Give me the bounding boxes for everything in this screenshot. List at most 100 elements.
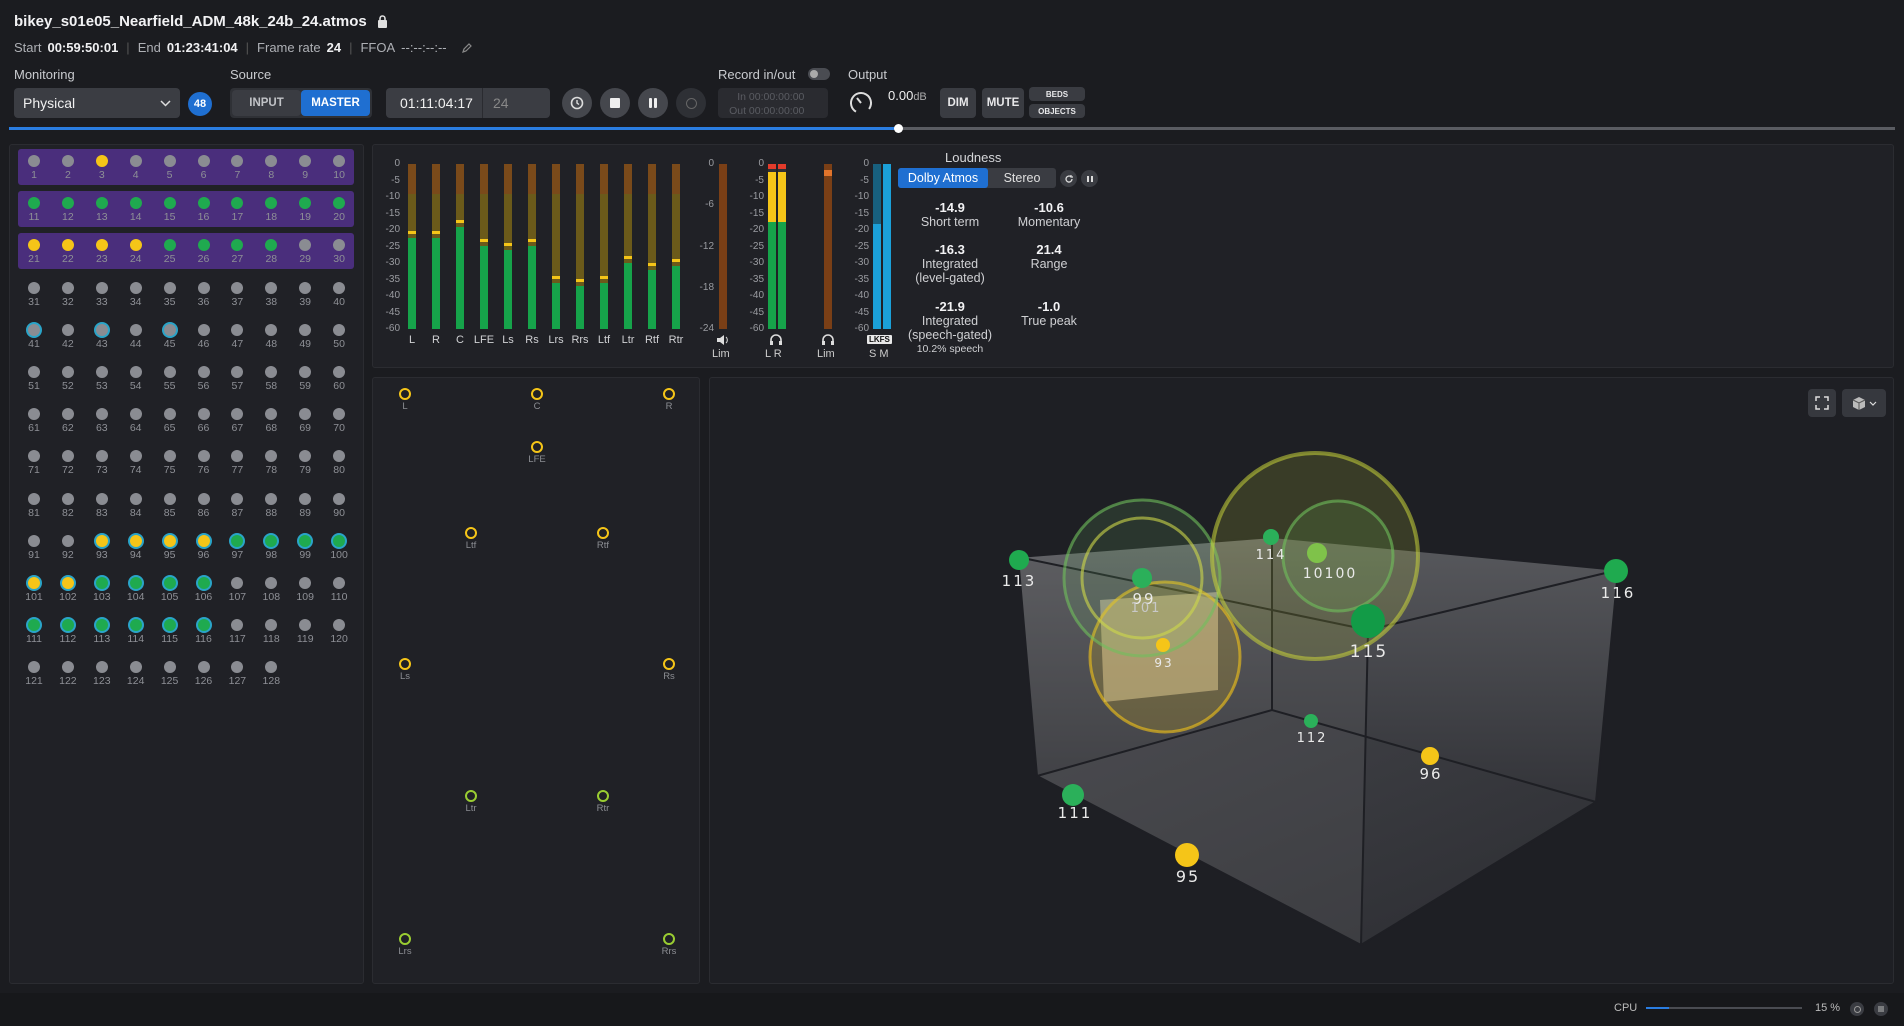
- channel-14[interactable]: 14: [121, 197, 151, 223]
- channel-11[interactable]: 11: [19, 197, 49, 223]
- channel-6[interactable]: 6: [189, 155, 219, 181]
- channel-104[interactable]: 104: [121, 577, 151, 603]
- channel-118[interactable]: 118: [256, 619, 286, 645]
- channel-121[interactable]: 121: [19, 661, 49, 687]
- channel-2[interactable]: 2: [53, 155, 83, 181]
- channel-96[interactable]: 96: [189, 534, 219, 561]
- stop-button[interactable]: [600, 88, 630, 118]
- channel-69[interactable]: 69: [290, 408, 320, 434]
- loudness-pause-button[interactable]: [1081, 170, 1098, 187]
- channel-102[interactable]: 102: [53, 577, 83, 603]
- channel-55[interactable]: 55: [155, 366, 185, 392]
- dim-button[interactable]: DIM: [940, 88, 976, 118]
- channel-32[interactable]: 32: [53, 281, 83, 308]
- channel-110[interactable]: 110: [324, 577, 354, 603]
- channel-63[interactable]: 63: [87, 408, 117, 434]
- channel-12[interactable]: 12: [53, 197, 83, 223]
- channel-22[interactable]: 22: [53, 239, 83, 265]
- channel-20[interactable]: 20: [324, 197, 354, 223]
- channel-50[interactable]: 50: [324, 323, 354, 350]
- channel-53[interactable]: 53: [87, 366, 117, 392]
- channel-79[interactable]: 79: [290, 450, 320, 476]
- channel-16[interactable]: 16: [189, 197, 219, 223]
- fullscreen-button[interactable]: [1808, 389, 1836, 417]
- channel-101[interactable]: 101: [19, 577, 49, 603]
- channel-9[interactable]: 9: [290, 155, 320, 181]
- record-button[interactable]: [676, 88, 706, 118]
- output-level-knob[interactable]: [848, 90, 874, 116]
- channel-74[interactable]: 74: [121, 450, 151, 476]
- channel-127[interactable]: 127: [222, 661, 252, 687]
- channel-39[interactable]: 39: [290, 281, 320, 308]
- channel-48[interactable]: 48: [256, 323, 286, 350]
- speaker-rtf[interactable]: Rtf: [588, 527, 618, 551]
- playhead-track[interactable]: [9, 124, 1895, 133]
- channel-36[interactable]: 36: [189, 281, 219, 308]
- channel-24[interactable]: 24: [121, 239, 151, 265]
- channel-40[interactable]: 40: [324, 281, 354, 308]
- channel-120[interactable]: 120: [324, 619, 354, 645]
- channel-66[interactable]: 66: [189, 408, 219, 434]
- speaker-lfe[interactable]: LFE: [522, 441, 552, 465]
- channel-91[interactable]: 91: [19, 534, 49, 561]
- channel-97[interactable]: 97: [222, 534, 252, 561]
- channel-8[interactable]: 8: [256, 155, 286, 181]
- channel-5[interactable]: 5: [155, 155, 185, 181]
- channel-103[interactable]: 103: [87, 577, 117, 603]
- object-99[interactable]: [1132, 568, 1152, 588]
- speaker-lrs[interactable]: Lrs: [390, 933, 420, 957]
- master-button[interactable]: MASTER: [301, 90, 370, 116]
- channel-106[interactable]: 106: [189, 577, 219, 603]
- channel-78[interactable]: 78: [256, 450, 286, 476]
- channel-105[interactable]: 105: [155, 577, 185, 603]
- channel-123[interactable]: 123: [87, 661, 117, 687]
- channel-76[interactable]: 76: [189, 450, 219, 476]
- channel-67[interactable]: 67: [222, 408, 252, 434]
- channel-42[interactable]: 42: [53, 323, 83, 350]
- view-cube-button[interactable]: [1842, 389, 1886, 417]
- channel-41[interactable]: 41: [19, 323, 49, 350]
- channel-68[interactable]: 68: [256, 408, 286, 434]
- channel-7[interactable]: 7: [222, 155, 252, 181]
- channel-128[interactable]: 128: [256, 661, 286, 687]
- object-115[interactable]: [1351, 604, 1385, 638]
- object-93[interactable]: [1156, 638, 1170, 652]
- channel-65[interactable]: 65: [155, 408, 185, 434]
- channel-125[interactable]: 125: [155, 661, 185, 687]
- pencil-icon[interactable]: [461, 42, 473, 54]
- channel-109[interactable]: 109: [290, 577, 320, 603]
- channel-81[interactable]: 81: [19, 492, 49, 519]
- record-times[interactable]: In 00:00:00:00 Out 00:00:00:00: [718, 88, 828, 118]
- beds-button[interactable]: BEDS: [1029, 87, 1085, 101]
- channel-93[interactable]: 93: [87, 534, 117, 561]
- channel-35[interactable]: 35: [155, 281, 185, 308]
- channel-38[interactable]: 38: [256, 281, 286, 308]
- channel-108[interactable]: 108: [256, 577, 286, 603]
- channel-88[interactable]: 88: [256, 492, 286, 519]
- channel-112[interactable]: 112: [53, 619, 83, 645]
- channel-4[interactable]: 4: [121, 155, 151, 181]
- channel-116[interactable]: 116: [189, 619, 219, 645]
- channel-57[interactable]: 57: [222, 366, 252, 392]
- object-96[interactable]: [1421, 747, 1439, 765]
- channel-18[interactable]: 18: [256, 197, 286, 223]
- objects-button[interactable]: OBJECTS: [1029, 104, 1085, 118]
- object-111[interactable]: [1062, 784, 1084, 806]
- speaker-ltf[interactable]: Ltf: [456, 527, 486, 551]
- channel-31[interactable]: 31: [19, 281, 49, 308]
- channel-115[interactable]: 115: [155, 619, 185, 645]
- object-116[interactable]: [1604, 559, 1628, 583]
- channel-71[interactable]: 71: [19, 450, 49, 476]
- channel-54[interactable]: 54: [121, 366, 151, 392]
- speaker-rtr[interactable]: Rtr: [588, 790, 618, 814]
- channel-27[interactable]: 27: [222, 239, 252, 265]
- channel-51[interactable]: 51: [19, 366, 49, 392]
- tab-stereo[interactable]: Stereo: [1003, 171, 1041, 185]
- channel-92[interactable]: 92: [53, 534, 83, 561]
- speaker-r[interactable]: R: [654, 388, 684, 412]
- channel-100[interactable]: 100: [324, 534, 354, 561]
- object-114[interactable]: [1263, 529, 1279, 545]
- input-button[interactable]: INPUT: [232, 90, 301, 116]
- speaker-ltr[interactable]: Ltr: [456, 790, 486, 814]
- channel-28[interactable]: 28: [256, 239, 286, 265]
